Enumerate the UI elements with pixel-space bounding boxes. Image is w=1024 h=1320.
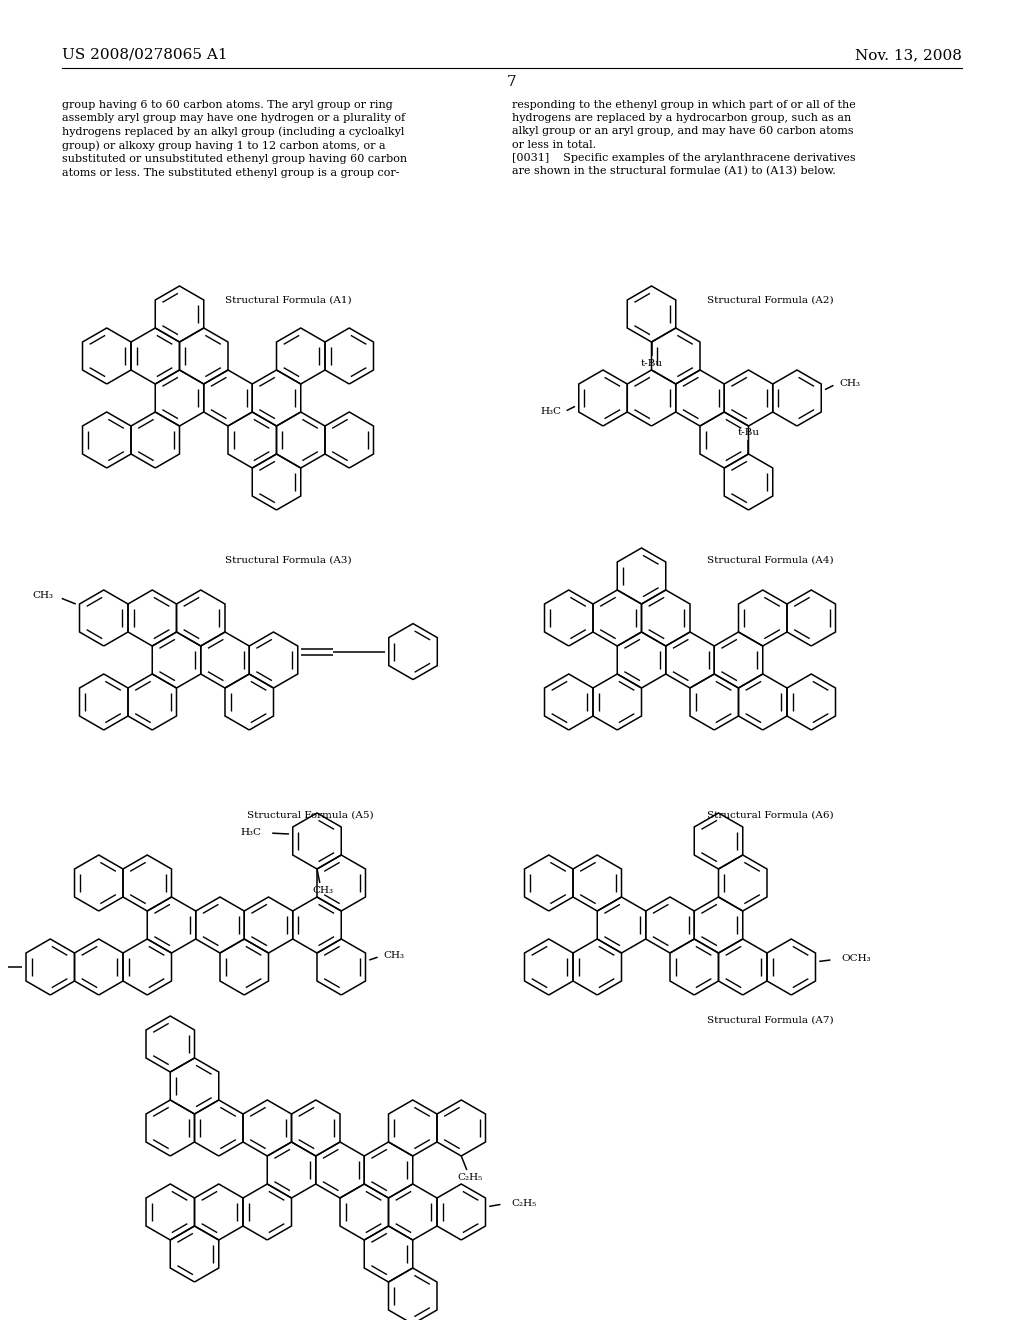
Text: group having 6 to 60 carbon atoms. The aryl group or ring
assembly aryl group ma: group having 6 to 60 carbon atoms. The a… <box>62 100 408 178</box>
Text: 7: 7 <box>507 75 517 88</box>
Text: CH₃: CH₃ <box>33 591 53 601</box>
Text: H₃C: H₃C <box>540 408 561 417</box>
Text: t-Bu: t-Bu <box>737 428 760 437</box>
Text: Structural Formula (A5): Structural Formula (A5) <box>247 810 374 820</box>
Text: H₃C: H₃C <box>240 828 261 837</box>
Text: US 2008/0278065 A1: US 2008/0278065 A1 <box>62 48 227 62</box>
Text: Structural Formula (A6): Structural Formula (A6) <box>707 810 834 820</box>
Text: Structural Formula (A4): Structural Formula (A4) <box>707 556 834 565</box>
Text: CH₃: CH₃ <box>839 380 860 388</box>
Text: C₂H₅: C₂H₅ <box>512 1199 537 1208</box>
Text: OCH₃: OCH₃ <box>842 954 871 964</box>
Text: Nov. 13, 2008: Nov. 13, 2008 <box>855 48 962 62</box>
Text: t-Bu: t-Bu <box>640 359 663 368</box>
Text: C₂H₅: C₂H₅ <box>457 1172 482 1181</box>
Text: Structural Formula (A3): Structural Formula (A3) <box>224 556 351 565</box>
Text: Structural Formula (A1): Structural Formula (A1) <box>224 296 351 305</box>
Text: CH₃: CH₃ <box>383 952 404 961</box>
Text: responding to the ethenyl group in which part of or all of the
hydrogens are rep: responding to the ethenyl group in which… <box>512 100 856 177</box>
Text: CH₃: CH₃ <box>312 886 333 895</box>
Text: Structural Formula (A2): Structural Formula (A2) <box>707 296 834 305</box>
Text: Structural Formula (A7): Structural Formula (A7) <box>707 1016 834 1026</box>
